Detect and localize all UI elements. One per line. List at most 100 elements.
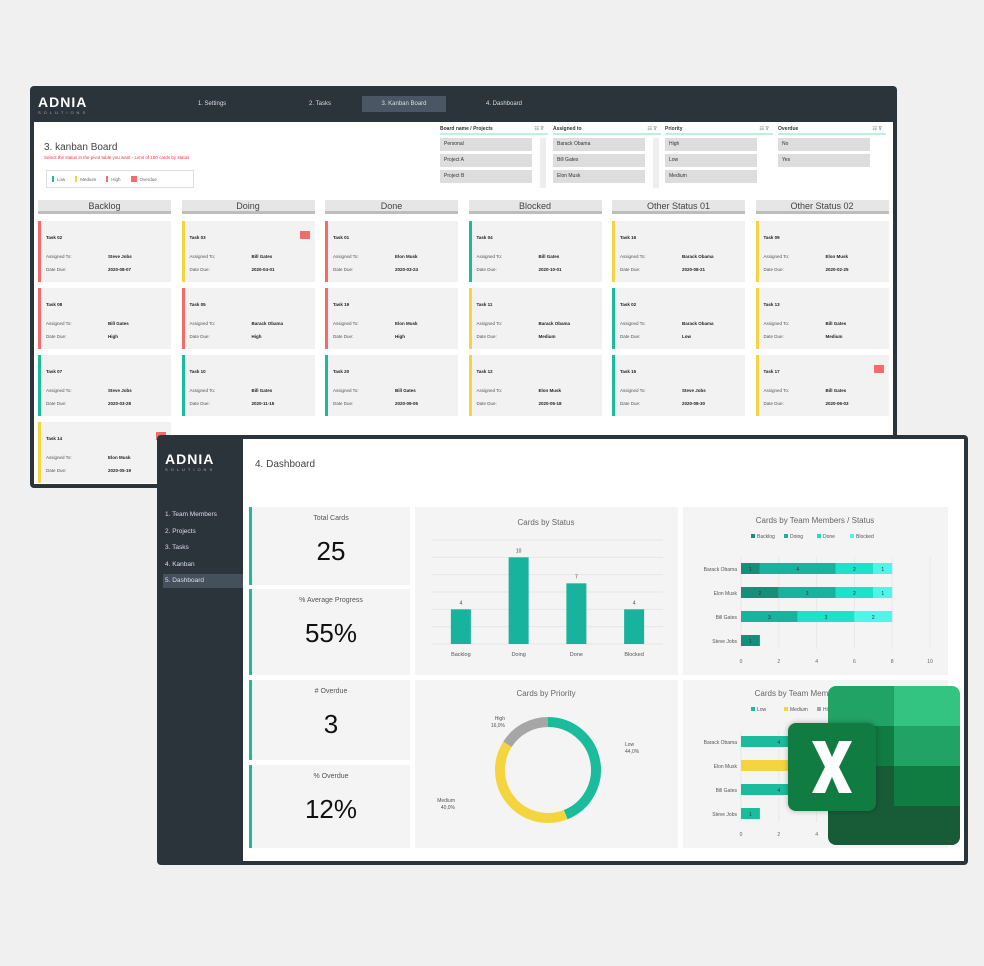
- slicer-item[interactable]: High: [665, 138, 757, 151]
- card-row-due: Date Due: 2020-08-21: [620, 267, 740, 272]
- field-label: Assigned To:: [46, 321, 72, 326]
- task-card[interactable]: Task 10 Assigned To: Bill Gates Date Due: 20…: [181, 355, 315, 416]
- slicer-title: Overdue: [778, 126, 799, 132]
- legend-label: Overdue: [139, 176, 157, 182]
- card-row-assigned: Assigned To: Bill Gates: [764, 388, 884, 393]
- slicer-item[interactable]: No: [778, 138, 870, 151]
- field-value: High: [395, 334, 405, 339]
- task-card[interactable]: Task 02 Assigned To: Steve Jobs Date Due: 20…: [38, 221, 171, 282]
- field-label: Assigned To:: [46, 254, 72, 259]
- task-card[interactable]: Task 04 Assigned To: Bill Gates Date Due: 20…: [468, 221, 602, 282]
- category-label: Steve Jobs: [712, 812, 737, 818]
- data-label: 2: [853, 591, 856, 597]
- priority-legend: Low Medium High Overdue: [46, 170, 194, 188]
- task-card[interactable]: Task 12 Assigned To: Elon Musk Date Due: 202…: [468, 355, 602, 416]
- tick-label: Done: [570, 652, 583, 658]
- slicer-item[interactable]: Medium: [665, 170, 757, 183]
- slicer-item[interactable]: Elon Musk: [553, 170, 645, 183]
- data-label: 3: [806, 591, 809, 597]
- field-label: Date Due:: [763, 334, 784, 339]
- kpi-card: % Average Progress 55%: [249, 589, 410, 675]
- cards-by-member-status-chart: Cards by Team Members / Status Backlog Doi…: [683, 507, 948, 675]
- slicer-item[interactable]: Personal: [440, 138, 532, 151]
- field-label: Date Due:: [189, 334, 210, 339]
- sidebar-item[interactable]: 3. Tasks: [165, 544, 189, 551]
- legend-label: Medium: [790, 707, 808, 713]
- task-card[interactable]: Task 16 Assigned To: Barack Obama Date Due:…: [612, 221, 745, 282]
- field-label: Assigned To:: [763, 321, 790, 326]
- sidebar-item[interactable]: 2. Projects: [165, 527, 196, 535]
- nav-tab[interactable]: 4. Dashboard: [485, 101, 523, 107]
- chart-title: Cards by Team Members / Status: [756, 516, 875, 525]
- nav-tab[interactable]: 2. Tasks: [309, 101, 331, 107]
- card-row-assigned: Assigned To: Bill Gates: [46, 321, 166, 326]
- data-label: 4: [459, 600, 462, 606]
- clear-filter-icon[interactable]: ☷ ⊽: [647, 126, 657, 132]
- slicer-item[interactable]: Yes: [778, 154, 870, 167]
- field-value: Bill Gates: [395, 388, 416, 393]
- field-value: Elon Musk: [538, 388, 562, 393]
- bar: [566, 583, 587, 644]
- slicer-item[interactable]: Project A: [440, 154, 532, 167]
- slicer-item[interactable]: Low: [665, 154, 757, 167]
- task-card[interactable]: Task 05 Assigned To: Barack Obama Date Due:…: [181, 288, 315, 349]
- field-label: Assigned To:: [620, 321, 646, 326]
- data-label: 10: [516, 548, 522, 554]
- kpi-label: Total Cards: [313, 515, 349, 522]
- data-label: 1: [881, 591, 884, 597]
- task-card[interactable]: Task 01 Assigned To: Elon Musk Date Due: 202…: [325, 221, 458, 282]
- card-row-assigned: Assigned To: Bill Gates: [764, 321, 884, 326]
- bar: [508, 557, 529, 644]
- task-card[interactable]: Task 15 Assigned To: Steve Jobs Date Due: 20…: [612, 355, 745, 416]
- task-card[interactable]: Task 07 Assigned To: Steve Jobs Date Due: 20…: [38, 355, 171, 416]
- excel-x-badge-icon: [788, 723, 876, 811]
- task-name: Task 05: [189, 302, 206, 307]
- legend-swatch: [817, 707, 821, 711]
- bar-segment: [778, 587, 836, 598]
- task-card[interactable]: Task 19 Assigned To: Elon Musk Date Due: Hig…: [325, 288, 458, 349]
- task-card[interactable]: Task 03 Assigned To: Bill Gates Date Due: 20…: [181, 221, 315, 282]
- data-label: 1: [749, 812, 752, 818]
- card-row-due: Date Due: 2020-08-07: [46, 267, 166, 272]
- card-row-due: Date Due: 2020-05-18: [477, 401, 597, 406]
- sidebar-item[interactable]: 4. Kanban: [165, 560, 195, 568]
- slicer-item[interactable]: Project B: [440, 170, 532, 183]
- field-value: Bill Gates: [825, 321, 847, 326]
- slicer-item[interactable]: Barack Obama: [553, 138, 645, 151]
- nav-tab[interactable]: 1. Settings: [197, 101, 227, 107]
- sidebar-item[interactable]: 5. Dashboard: [163, 574, 243, 588]
- nav-tab[interactable]: 3. Kanban Board: [362, 96, 446, 112]
- sidebar-item[interactable]: 1. Team Members: [165, 511, 217, 518]
- data-label: 4: [796, 567, 799, 573]
- card-row-assigned: Assigned To: Bill Gates: [477, 254, 597, 259]
- bar-segment: [873, 587, 893, 598]
- data-label: 4: [777, 788, 780, 794]
- bar-segment: [835, 563, 874, 574]
- task-card[interactable]: Task 11 Assigned To: Barack Obama Date Due:…: [468, 288, 602, 349]
- bar-segment: [741, 635, 760, 646]
- slicer-item[interactable]: Bill Gates: [553, 154, 645, 167]
- tick-label: 10: [927, 659, 933, 665]
- field-label: Date Due:: [189, 401, 210, 406]
- clear-filter-icon[interactable]: ☷ ⊽: [759, 126, 769, 132]
- task-card[interactable]: Task 09 Assigned To: Elon Musk Date Due: 202…: [755, 221, 889, 282]
- task-card[interactable]: Task 02 Assigned To: Barack Obama Date Due:…: [612, 288, 745, 349]
- card-row-due: Date Due: 2020-10-01: [477, 267, 597, 272]
- field-value: Bill Gates: [538, 254, 560, 259]
- task-card[interactable]: Task 14 Assigned To: Elon Musk Date Due: 202…: [38, 422, 171, 483]
- slicer-scrollbar[interactable]: [540, 138, 546, 188]
- task-card[interactable]: Task 08 Assigned To: Bill Gates Date Due: Hi…: [38, 288, 171, 349]
- task-card[interactable]: Task 20 Assigned To: Bill Gates Date Due: 20…: [325, 355, 458, 416]
- kpi-label: % Overdue: [313, 773, 349, 780]
- bar-segment: [741, 736, 817, 747]
- bar-segment: [759, 563, 836, 574]
- task-card[interactable]: Task 13 Assigned To: Bill Gates Date Due: Me…: [755, 288, 889, 349]
- field-label: Date Due:: [620, 334, 641, 339]
- clear-filter-icon[interactable]: ☷ ⊽: [872, 126, 882, 132]
- slicer-scrollbar[interactable]: [653, 138, 659, 188]
- card-row-assigned: Assigned To: Bill Gates: [333, 388, 453, 393]
- legend-swatch: [784, 534, 788, 538]
- task-name: Task 02: [46, 235, 63, 240]
- task-card[interactable]: Task 17 Assigned To: Bill Gates Date Due: 20…: [755, 355, 889, 416]
- clear-filter-icon[interactable]: ☷ ⊽: [534, 126, 544, 132]
